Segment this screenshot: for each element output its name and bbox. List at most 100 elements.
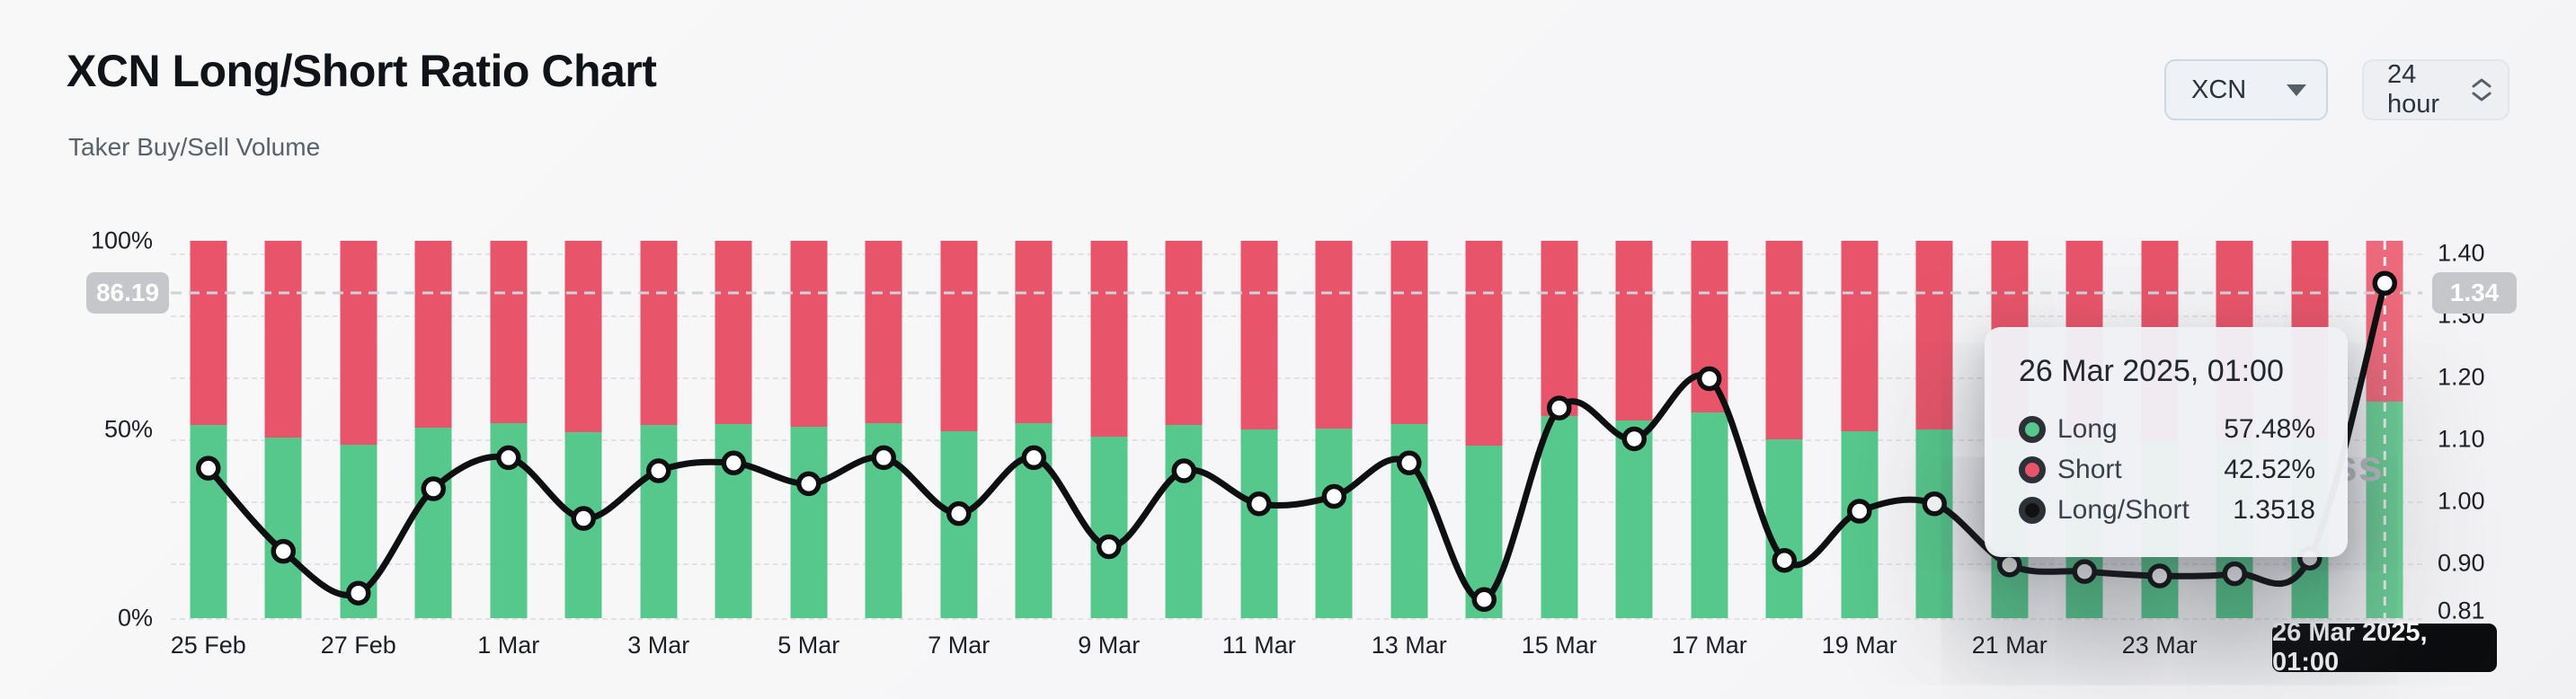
bar-slot-7-mar[interactable] <box>921 241 997 618</box>
bar-short <box>865 241 902 423</box>
bar-short <box>2366 241 2403 402</box>
bar-slot-15-mar[interactable] <box>1522 241 1597 618</box>
bar-slot-14-mar[interactable] <box>1447 241 1523 618</box>
chart-plot-area[interactable] <box>171 241 2423 620</box>
tooltip-marker-icon <box>2019 497 2046 524</box>
bar-slot-1-mar[interactable] <box>471 241 546 618</box>
bar-short <box>1240 241 1278 430</box>
bar-short <box>414 241 452 428</box>
x-axis-tick: 7 Mar <box>928 632 990 659</box>
tooltip-title: 26 Mar 2025, 01:00 <box>2019 354 2284 388</box>
bar-long <box>1541 416 1578 618</box>
bar-slot-11-mar[interactable] <box>1221 241 1297 618</box>
bar-slot-17-mar[interactable] <box>1672 241 1747 618</box>
gridline <box>171 618 2422 620</box>
left-axis-tick: 0% <box>117 604 153 632</box>
bar-slot-13-mar[interactable] <box>1372 241 1447 618</box>
bar-slot-28-feb[interactable] <box>396 241 472 618</box>
x-axis-tick: 15 Mar <box>1521 632 1597 659</box>
interval-select-value: 24 hour <box>2387 60 2440 119</box>
x-axis-tick: 1 Mar <box>477 632 540 659</box>
bar-long <box>1090 436 1128 618</box>
right-axis-tick: 1.40 <box>2438 239 2485 267</box>
bar-long <box>1765 438 1803 618</box>
x-axis-tick: 27 Feb <box>320 632 396 659</box>
bar-long <box>940 431 978 618</box>
bar-short <box>1165 241 1203 425</box>
left-axis-tick: 50% <box>103 415 153 443</box>
tooltip-value: 57.48% <box>2224 414 2315 444</box>
bar-slot-2-mar[interactable] <box>546 241 622 618</box>
bar-slot-25-feb[interactable] <box>171 241 246 618</box>
x-axis-tick: 9 Mar <box>1078 632 1141 659</box>
bar-slot-19-mar[interactable] <box>1822 241 1897 618</box>
gridline <box>171 253 2422 255</box>
bar-slot-20-mar[interactable] <box>1897 241 1973 618</box>
bar-long <box>1615 420 1653 618</box>
bar-short <box>564 241 602 432</box>
tooltip-row-long-short: Long/Short 1.3518 <box>2019 495 2315 526</box>
bar-slot-4-mar[interactable] <box>697 241 772 618</box>
bar-long <box>340 444 378 618</box>
bar-short <box>1691 241 1728 413</box>
bar-long <box>1841 430 1879 618</box>
bar-short <box>1915 241 1953 430</box>
bar-long <box>490 422 528 618</box>
bar-slot-27-feb[interactable] <box>321 241 396 618</box>
bar-short <box>490 241 528 423</box>
symbol-select-value: XCN <box>2191 75 2247 104</box>
bar-long <box>564 431 602 618</box>
bar-slot-3-mar[interactable] <box>621 241 697 618</box>
tooltip-value: 42.52% <box>2224 455 2315 484</box>
tooltip-row-short: Short 42.52% <box>2019 455 2315 485</box>
bar-long <box>1240 429 1278 618</box>
bar-long <box>264 437 302 618</box>
up-down-chevrons-icon <box>2472 78 2492 102</box>
tooltip-label: Long/Short <box>2057 495 2190 525</box>
bar-short <box>1090 241 1128 437</box>
bar-slot-10-mar[interactable] <box>1147 241 1222 618</box>
page-subtitle: Taker Buy/Sell Volume <box>68 133 321 161</box>
bar-short <box>1390 241 1428 424</box>
bar-long <box>1465 446 1503 618</box>
bar-slot-26-mar[interactable] <box>2348 241 2423 618</box>
bar-slot-18-mar[interactable] <box>1747 241 1823 618</box>
right-axis-tick: 0.90 <box>2438 549 2485 577</box>
tooltip-row-long: Long 57.48% <box>2019 414 2315 445</box>
bar-slot-6-mar[interactable] <box>847 241 922 618</box>
bar-slot-16-mar[interactable] <box>1597 241 1673 618</box>
right-axis-tick: 1.00 <box>2438 487 2485 515</box>
interval-select[interactable]: 24 hour <box>2362 59 2509 120</box>
bar-long <box>715 423 752 618</box>
crosshair-date-badge: 26 Mar 2025, 01:00 <box>2272 618 2497 677</box>
bar-slot-9-mar[interactable] <box>1071 241 1147 618</box>
left-axis-tick: 100% <box>90 226 153 254</box>
bar-short <box>340 241 378 445</box>
bar-short <box>1765 241 1803 439</box>
tooltip-label: Long <box>2057 414 2118 444</box>
bar-short <box>1615 241 1653 420</box>
bar-long <box>1390 423 1428 618</box>
bar-long <box>190 424 227 618</box>
bar-long <box>1915 429 1953 618</box>
x-axis-tick: 23 Mar <box>2121 632 2198 659</box>
bar-slot-8-mar[interactable] <box>997 241 1072 618</box>
bar-short <box>1541 241 1578 417</box>
x-axis-tick: 25 Feb <box>170 632 246 659</box>
x-axis-tick: 17 Mar <box>1671 632 1747 659</box>
bar-slot-12-mar[interactable] <box>1297 241 1372 618</box>
symbol-select[interactable]: XCN <box>2164 59 2328 120</box>
page-title: XCN Long/Short Ratio Chart <box>67 46 657 96</box>
bar-long <box>2366 401 2403 618</box>
x-axis-tick: 3 Mar <box>627 632 690 659</box>
bar-long <box>414 427 452 618</box>
bar-slot-26-feb[interactable] <box>246 241 322 618</box>
right-axis-tick: 1.10 <box>2438 425 2485 453</box>
tooltip-label: Short <box>2057 455 2122 484</box>
tooltip-marker-icon <box>2019 416 2046 443</box>
bar-long <box>790 427 828 618</box>
bar-long <box>1165 424 1203 618</box>
bar-slot-5-mar[interactable] <box>771 241 847 618</box>
bar-short <box>190 241 227 425</box>
